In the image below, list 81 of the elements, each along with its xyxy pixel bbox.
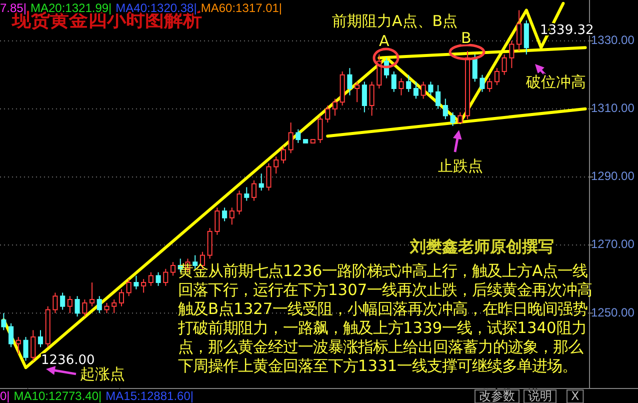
text: X [571,389,580,403]
candlestick [67,296,72,314]
candlestick [428,81,434,96]
y-tick-label: 1290.00 [591,169,635,184]
y-tick-label: 1310.00 [591,101,635,116]
candlestick [148,272,154,286]
candlestick [524,20,529,55]
candlestick [52,292,58,314]
candlestick [280,146,286,164]
candlestick [60,292,66,310]
candlestick [30,330,36,362]
text: 0| [0,389,10,403]
y-tick-label: 1270.00 [591,237,635,252]
annotation: 止跌点 [438,157,483,175]
candlestick [458,112,463,124]
y-tick-label: 1250.00 [591,305,635,320]
annotation: 前期阻力A点、B点 [332,12,458,30]
candlestick [134,275,139,290]
annotation: A [379,32,390,50]
candlestick [472,54,478,82]
candlestick [16,336,21,354]
candlestick [274,156,279,174]
candlestick [450,112,456,126]
candlestick [229,207,234,226]
annotation: MA60:1317.01| [200,1,282,15]
text: MA15:12881.60| [106,389,194,403]
candlestick [126,278,132,297]
text: MA10:12773.40| [14,389,102,403]
candlestick [112,299,117,314]
candlestick [156,272,161,286]
candlestick [1,312,6,331]
candlestick [207,228,212,260]
y-tick-label: 1330.00 [591,33,635,48]
candlestick [104,302,110,314]
candlestick [251,180,257,202]
candlestick [38,330,44,348]
candlestick [502,54,507,76]
candlestick [296,128,301,144]
candlestick [90,282,95,307]
annotation: 起涨点 [80,365,125,383]
candlestick [369,81,374,116]
candlestick [347,68,352,96]
candlestick [391,70,396,92]
candlestick [8,322,14,348]
candlestick [406,74,412,92]
candlestick [170,262,176,276]
candlestick [141,278,146,294]
candlestick [398,78,404,96]
candlestick [82,299,88,318]
candlestick [413,81,419,100]
candlestick [487,78,492,92]
candlestick [222,207,228,222]
candlestick [118,288,124,307]
candlestick [494,68,500,86]
candlestick [96,296,102,314]
candlestick [214,207,220,236]
candlestick [509,40,514,69]
annotation: 破位冲高 [525,73,586,91]
annotation: 1236.00 [41,353,95,368]
annotation: 刘樊鑫老师原创撰写 [409,237,554,256]
candlestick [258,173,264,192]
candlestick [362,81,367,113]
text: 改参数 [479,389,515,403]
candlestick [480,74,485,92]
candlestick [266,162,272,192]
candlestick [325,105,330,124]
candlestick [23,336,28,362]
candlestick [236,190,242,215]
candlestick [420,81,426,100]
candlestick [332,98,338,116]
candlestick [163,268,168,286]
candlestick [516,10,522,52]
candlestick [442,98,448,120]
candlestick [288,122,294,154]
text: 说明 [528,389,552,403]
candlestick [436,84,441,110]
candlestick [318,115,323,144]
candlestick [244,186,250,202]
candlestick [74,296,80,318]
annotation: B [461,29,472,47]
candlestick [354,81,360,103]
